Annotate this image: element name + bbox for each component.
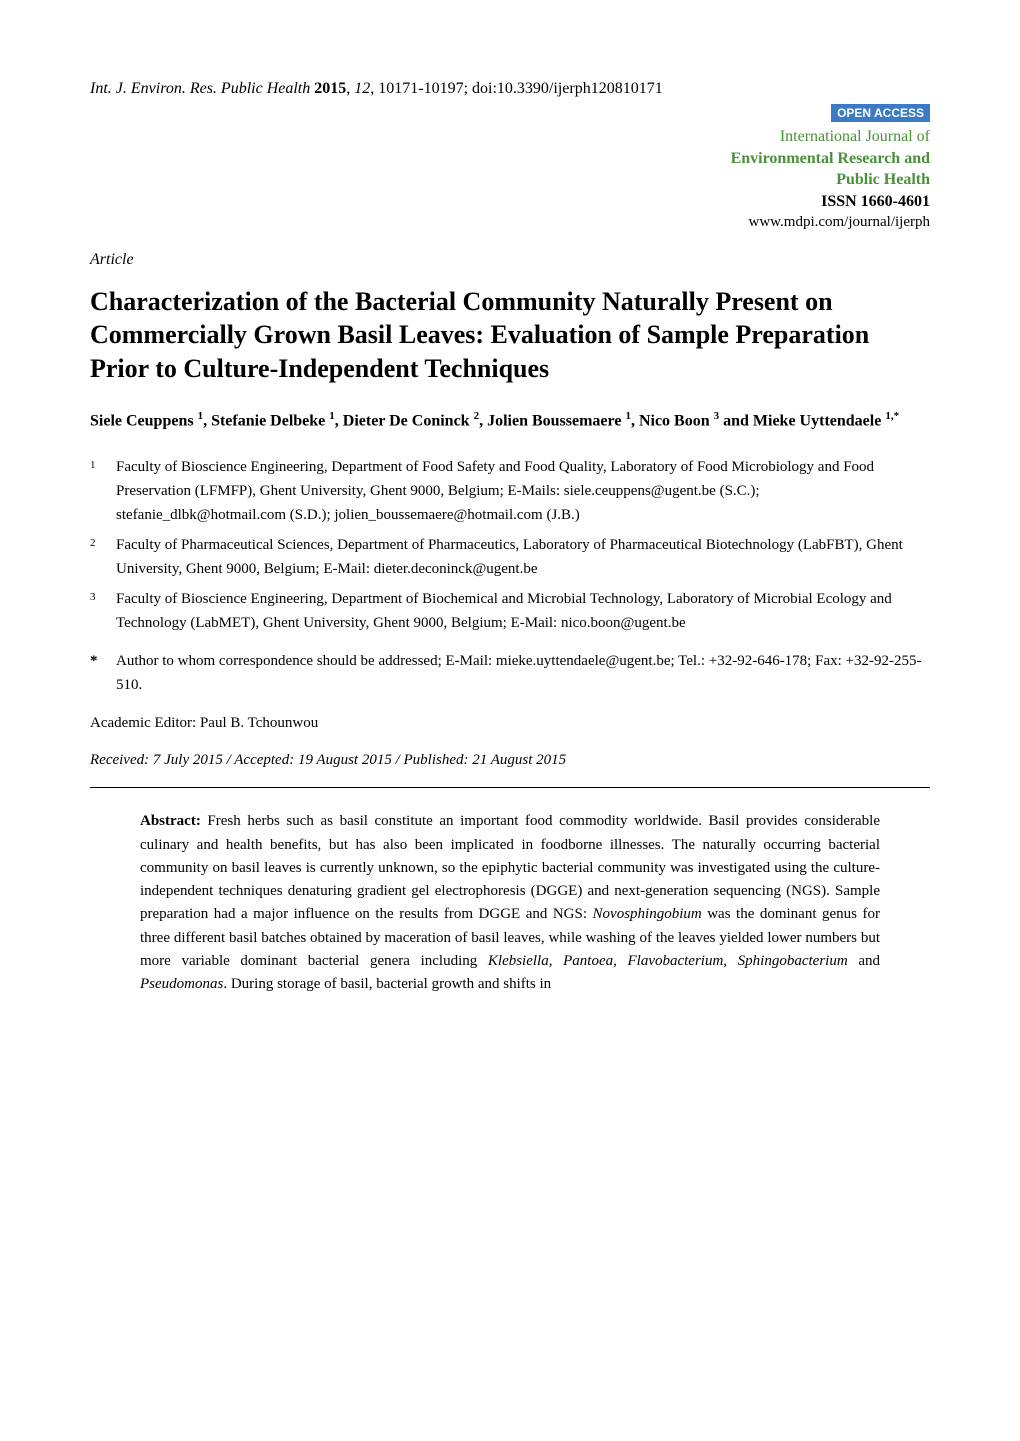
- running-head: Int. J. Environ. Res. Public Health 2015…: [90, 80, 930, 98]
- journal-line1: International Journal of: [90, 126, 930, 148]
- doi: doi:10.3390/ijerph120810171: [472, 80, 663, 97]
- author-2: , Stefanie Delbeke: [203, 412, 329, 429]
- publication-dates: Received: 7 July 2015 / Accepted: 19 Aug…: [90, 752, 930, 769]
- author-1: Siele Ceuppens: [90, 412, 198, 429]
- author-4: , Jolien Boussemaere: [479, 412, 625, 429]
- open-access-badge: OPEN ACCESS: [831, 104, 930, 122]
- journal-block: International Journal of Environmental R…: [90, 126, 930, 233]
- affiliations: 1 Faculty of Bioscience Engineering, Dep…: [90, 455, 930, 635]
- journal-issn: ISSN 1660-4601: [90, 191, 930, 213]
- abstract-label: Abstract:: [140, 813, 201, 829]
- affiliation-2: 2 Faculty of Pharmaceutical Sciences, De…: [90, 533, 930, 581]
- journal-url: www.mdpi.com/journal/ijerph: [90, 212, 930, 232]
- open-access-row: OPEN ACCESS: [90, 104, 930, 122]
- author-5: , Nico Boon: [631, 412, 714, 429]
- abstract: Abstract: Fresh herbs such as basil cons…: [90, 810, 930, 996]
- authors-line: Siele Ceuppens 1, Stefanie Delbeke 1, Di…: [90, 408, 930, 433]
- correspondence: * Author to whom correspondence should b…: [90, 649, 930, 697]
- author-6: Mieke Uyttendaele: [753, 412, 885, 429]
- journal-line3: Public Health: [90, 169, 930, 191]
- abstract-italic-1: Novosphingobium: [593, 906, 702, 922]
- paper-title: Characterization of the Bacterial Commun…: [90, 285, 930, 386]
- abstract-italic-3: Pseudomonas: [140, 976, 223, 992]
- pages: 10171-10197: [378, 80, 463, 97]
- correspondence-text: Author to whom correspondence should be …: [116, 649, 930, 697]
- abstract-text-3: and: [848, 953, 880, 969]
- article-label: Article: [90, 251, 930, 269]
- abstract-italic-2: Klebsiella, Pantoea, Flavobacterium, Sph…: [488, 953, 848, 969]
- year-bold: 2015: [314, 80, 346, 97]
- volume: 12: [354, 80, 370, 97]
- journal-line2: Environmental Research and: [90, 148, 930, 170]
- author-3: , Dieter De Coninck: [335, 412, 474, 429]
- separator-line: [90, 787, 930, 788]
- academic-editor: Academic Editor: Paul B. Tchounwou: [90, 715, 930, 732]
- journal-abbrev: Int. J. Environ. Res. Public Health: [90, 80, 310, 97]
- affiliation-1: 1 Faculty of Bioscience Engineering, Dep…: [90, 455, 930, 527]
- abstract-text-4: . During storage of basil, bacterial gro…: [223, 976, 551, 992]
- affiliation-3: 3 Faculty of Bioscience Engineering, Dep…: [90, 587, 930, 635]
